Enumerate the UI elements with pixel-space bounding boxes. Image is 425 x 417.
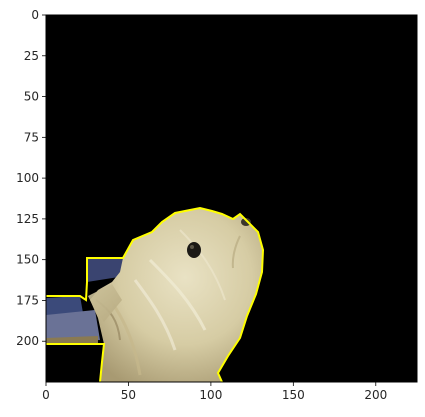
y-tick-label: 50: [24, 90, 39, 104]
axes-frame: [45, 14, 418, 383]
dog-head: [88, 208, 263, 382]
x-axis: 0 50 100 150 200: [42, 382, 387, 402]
y-tick-label: 75: [24, 130, 39, 144]
segmentation-outline: [86, 206, 265, 382]
dog-eye: [187, 242, 201, 258]
dog-nose: [241, 218, 251, 226]
x-tick-label: 100: [199, 388, 222, 402]
y-tick-label: 0: [31, 8, 39, 22]
background-couch-patch: [46, 258, 125, 344]
x-tick-label: 50: [121, 388, 136, 402]
y-tick-label: 100: [16, 171, 39, 185]
y-tick-label: 175: [16, 293, 39, 307]
y-tick-label: 150: [16, 253, 39, 267]
y-axis: 0 25 50 75 100 125 150 175 200: [16, 8, 46, 348]
y-tick-label: 25: [24, 49, 39, 63]
segmentation-outline-left: [46, 281, 106, 382]
x-tick-label: 0: [42, 388, 50, 402]
x-tick-label: 150: [282, 388, 305, 402]
x-tick-label: 200: [364, 388, 387, 402]
y-tick-label: 200: [16, 334, 39, 348]
y-tick-label: 125: [16, 212, 39, 226]
